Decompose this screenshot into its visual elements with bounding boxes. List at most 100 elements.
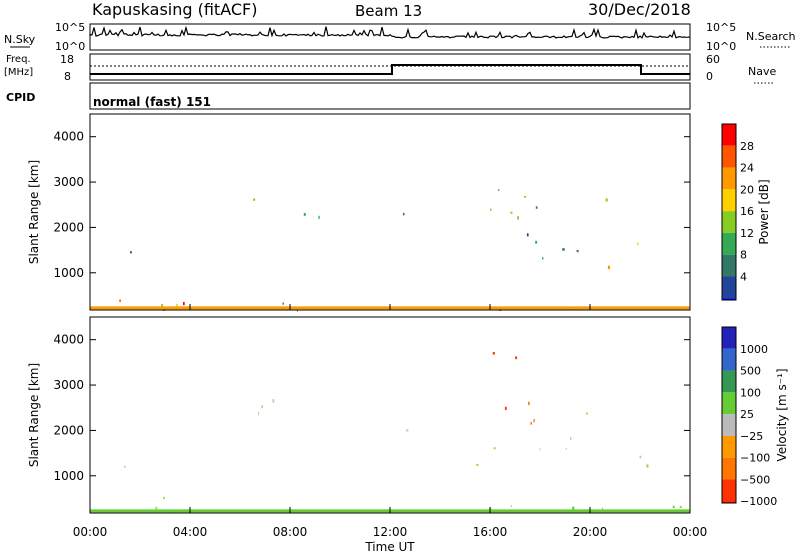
vel-colorbar-tick: −1000	[740, 495, 777, 508]
vel-colorbar-swatch	[722, 370, 736, 393]
power-scatter-mark	[526, 233, 529, 237]
vel-colorbar-swatch	[722, 435, 736, 458]
vel-scatter-mark	[261, 405, 263, 408]
nsearch-tick-top: 10^5	[706, 21, 736, 34]
vel-colorbar-tick: 500	[740, 365, 761, 378]
cpid-value: normal (fast) 151	[93, 95, 211, 109]
power-colorbar-swatch	[722, 145, 736, 168]
power-scatter-mark	[253, 198, 256, 201]
power-scatter-mark	[510, 211, 513, 214]
vel-scatter-mark	[510, 505, 512, 507]
nsky-strip: N.Sky 10^5 10^0 10^5 10^0 N.Search	[4, 21, 796, 53]
vel-scatter-mark	[272, 399, 275, 403]
cpid-strip: CPID normal (fast) 151	[6, 82, 691, 110]
power-scatter-mark	[402, 212, 405, 216]
station-title: Kapuskasing (fitACF)	[92, 0, 257, 19]
vel-scatter-mark	[476, 463, 479, 466]
power-colorbar-swatch	[722, 254, 736, 277]
power-ytick-label: 1000	[53, 266, 84, 280]
time-xticks: 00:00 04:00 08:00 12:00 16:00 20:00 00:00	[73, 304, 708, 539]
vel-scatter-mark	[155, 506, 158, 510]
power-panel: 4000 3000 2000 1000 Slant Range [km] 28 24 20…	[27, 113, 771, 312]
velocity-cbar-label: Velocity [m s⁻¹]	[775, 368, 789, 461]
vel-ytick-label: 1000	[53, 469, 84, 483]
nave-label: Nave	[748, 65, 776, 78]
time-xlabel: Time UT	[364, 540, 415, 554]
power-scatter-mark	[517, 216, 519, 220]
power-ytick-label: 3000	[53, 175, 84, 189]
velocity-panel: 4000 3000 2000 1000 Slant Range [km] 1000 50…	[27, 304, 789, 554]
power-colorbar-tick: 12	[740, 227, 754, 240]
vel-colorbar-tick: −25	[740, 430, 763, 443]
vel-scatter-mark	[490, 507, 492, 511]
power-scatter-mark	[535, 240, 538, 244]
vel-scatter-mark	[672, 505, 675, 509]
velocity-yticks: 4000 3000 2000 1000	[53, 333, 690, 483]
vel-colorbar-swatch	[722, 348, 736, 371]
cpid-label: CPID	[6, 91, 35, 104]
freq-frame	[89, 53, 691, 81]
vel-scatter-mark	[539, 448, 541, 451]
freq-tick-bottom: 8	[64, 70, 71, 83]
power-scatter-mark	[183, 302, 185, 306]
freq-strip: Freq. [MHz] 18 8 60 0 Nave	[4, 53, 776, 84]
vel-scatter-mark	[504, 406, 507, 411]
power-colorbar-tick: 24	[740, 162, 754, 175]
power-scatter-mark	[119, 299, 121, 302]
power-scatter-mark	[535, 206, 538, 209]
power-scatter-mark	[282, 302, 284, 305]
date-title: 30/Dec/2018	[588, 0, 691, 19]
vel-scatter-mark	[602, 507, 604, 512]
vel-colorbar-tick: −500	[740, 473, 770, 486]
power-scatter-mark	[161, 304, 163, 308]
freq-label-1: Freq.	[6, 54, 31, 65]
power-colorbar-tick: 28	[740, 140, 754, 153]
power-scatter-mark	[497, 189, 500, 191]
vel-scatter-mark	[679, 505, 682, 509]
vel-scatter-mark	[639, 455, 642, 459]
power-colorbar-tick: 8	[740, 249, 747, 262]
vel-colorbar-swatch	[722, 414, 736, 436]
power-colorbar-swatch	[722, 276, 736, 299]
vel-colorbar-swatch	[722, 327, 736, 349]
power-scatter-mark	[637, 242, 639, 246]
vel-scatter-mark	[572, 506, 575, 510]
nsearch-tick-bottom: 10^0	[706, 40, 736, 53]
power-ylabel: Slant Range [km]	[27, 160, 41, 264]
vel-colorbar-swatch	[722, 479, 736, 502]
power-scatter-mark	[605, 198, 608, 202]
power-colorbar-swatch	[722, 232, 736, 255]
xtick-label: 08:00	[273, 525, 308, 539]
vel-scatter-mark	[492, 352, 495, 355]
power-bg	[90, 114, 690, 310]
freq-tick-top: 18	[60, 53, 74, 66]
velocity-colorbar: 1000 500 100 25 −25 −100 −500 −1000	[721, 326, 777, 508]
vel-ytick-label: 3000	[53, 378, 84, 392]
power-scatter-mark	[576, 249, 579, 253]
xtick-label: 20:00	[573, 525, 608, 539]
power-colorbar-swatch	[722, 189, 736, 212]
vel-colorbar-swatch	[722, 392, 736, 415]
power-scatter-mark	[490, 208, 492, 211]
power-scatter-mark	[318, 215, 320, 219]
vel-scatter-mark	[646, 464, 649, 468]
vel-ytick-label: 4000	[53, 333, 84, 347]
power-scatter-mark	[129, 251, 132, 254]
beam-title: Beam 13	[355, 2, 422, 20]
vel-scatter-mark	[533, 419, 535, 423]
power-colorbar-tick: 16	[740, 205, 754, 218]
power-scatter-mark	[303, 213, 306, 216]
vel-scatter-mark	[565, 448, 567, 450]
xtick-label: 00:00	[673, 525, 708, 539]
power-colorbar-swatch	[722, 298, 736, 300]
vel-scatter-mark	[528, 401, 530, 406]
vel-colorbar-tick: 25	[740, 408, 754, 421]
vel-scatter-mark	[515, 356, 518, 360]
nsky-tick-bottom: 10^0	[55, 40, 85, 53]
nsky-trace	[89, 25, 691, 40]
nsearch-label: N.Search	[746, 30, 796, 43]
power-scatter-mark	[562, 248, 565, 251]
power-scatter-mark	[524, 196, 527, 198]
power-colorbar-tick: 20	[740, 183, 754, 196]
vel-colorbar-swatch	[722, 501, 736, 503]
